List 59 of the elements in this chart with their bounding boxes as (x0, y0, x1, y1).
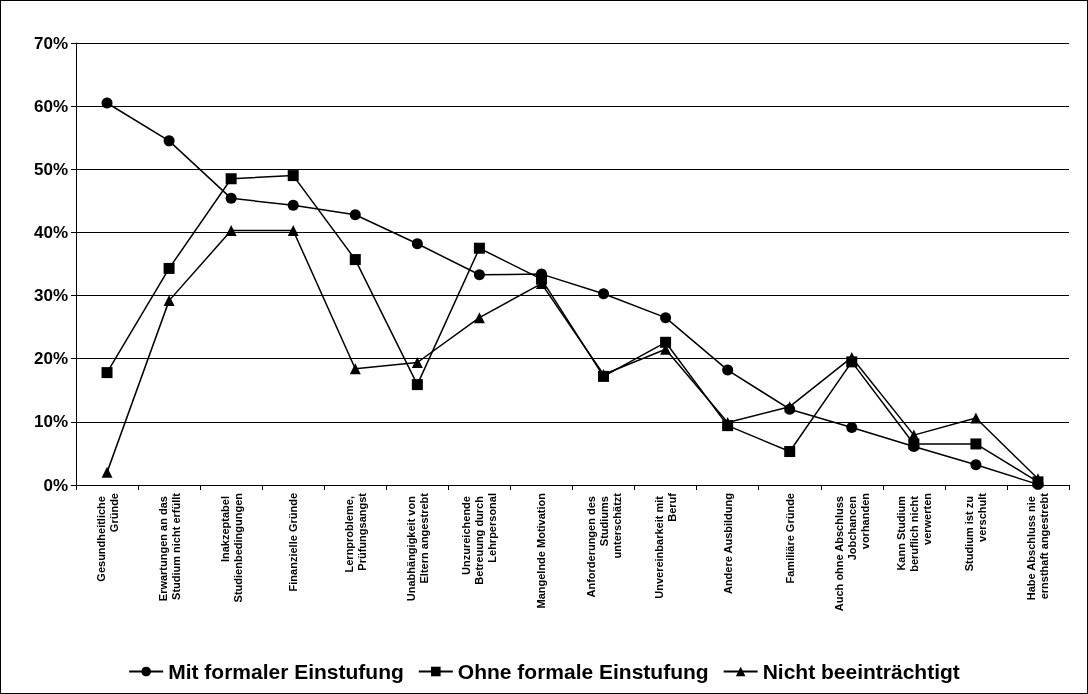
y-tick-label: 10% (33, 412, 68, 432)
y-tick-label: 0% (43, 475, 68, 495)
point (287, 225, 299, 237)
point (473, 242, 485, 254)
point (722, 420, 734, 432)
x-tick-label: Anforderungen des Studiums unterschätzt (584, 492, 623, 598)
point (349, 209, 361, 221)
point (411, 238, 423, 250)
legend-label: Nicht beeinträchtigt (762, 660, 960, 683)
point (163, 262, 175, 274)
x-tick-label: Erwartungen an das Studium nicht erfüllt (156, 492, 182, 602)
legend-label: Mit formaler Einstufung (168, 660, 404, 683)
x-tick-label: Andere Ausbildung (721, 493, 734, 595)
point (722, 364, 734, 376)
point (970, 412, 982, 424)
y-tick-label: 30% (33, 286, 68, 306)
point (163, 295, 175, 307)
y-tick-label: 60% (33, 96, 68, 116)
point (970, 459, 982, 471)
x-tick-label: Unvereinbarkeit mit Beruf (653, 492, 679, 599)
x-tick-label: Studium ist zu verschult (963, 492, 989, 572)
point (287, 199, 299, 211)
point (846, 422, 858, 434)
point (225, 225, 237, 237)
x-tick-label: Auch ohne Abschluss Jobchancen vorhanden (832, 492, 871, 612)
point (163, 135, 175, 147)
point (784, 446, 796, 458)
x-tick-label: Gesundheitliche Gründe (94, 493, 120, 582)
point (101, 97, 113, 109)
x-tick-label: Unabhängigkeit von Eltern angestrebt (404, 492, 430, 602)
point (411, 379, 423, 391)
x-tick-label: Mangelnde Motivation (535, 492, 548, 609)
x-tick-label: Kann Studium beruflich nicht verwerten (894, 492, 933, 572)
x-tick-label: Familiäre Gründe (783, 493, 796, 584)
point (349, 254, 361, 266)
point (101, 466, 113, 478)
x-tick-label: Lernprobleme, Prüfungsangst (342, 492, 368, 573)
x-tick-label: Finanzielle Gründe (287, 493, 300, 592)
point (349, 363, 361, 375)
y-tick-label: 50% (33, 159, 68, 179)
x-tick-label: Habe Abschluss nie ernsthaft angestrebt (1025, 492, 1051, 601)
point (473, 312, 485, 324)
point (970, 438, 982, 450)
point (473, 269, 485, 281)
point (846, 356, 858, 368)
y-tick-label: 40% (33, 222, 68, 242)
point (598, 288, 610, 300)
x-tick-label: Unzureichende Betreuung durch Lehrpersonal (460, 493, 499, 585)
y-tick-label: 20% (33, 349, 68, 369)
point (660, 312, 672, 324)
point (411, 357, 423, 368)
x-tick-label: Inakzeptabel Studienbedingungen (218, 492, 244, 603)
point (101, 367, 113, 379)
point (287, 170, 299, 182)
legend-label: Ohne formale Einstufung (457, 660, 709, 683)
point (660, 336, 672, 348)
point (225, 192, 237, 204)
y-tick-label: 70% (33, 33, 68, 53)
point (225, 173, 237, 185)
